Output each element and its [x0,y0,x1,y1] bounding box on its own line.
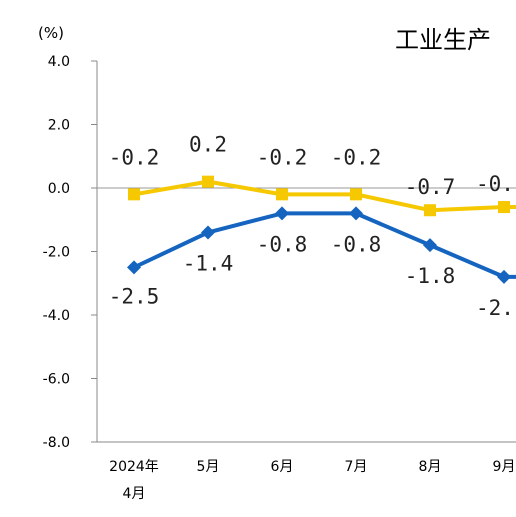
data-point [128,188,140,201]
data-label: -2. [476,296,514,320]
data-point [127,260,141,275]
data-point [275,206,289,221]
data-label: -0.2 [109,145,160,169]
data-label: -0. [476,172,514,196]
data-label: -0.2 [331,145,382,169]
y-tick-label: -4.0 [43,308,70,324]
y-tick-label: 0.0 [48,181,70,197]
data-label: -0.7 [405,175,456,199]
data-label: -0.2 [257,145,308,169]
data-label: -1.8 [405,264,456,288]
data-point [349,206,363,221]
data-point [497,269,511,284]
y-tick-label: -2.0 [43,245,70,261]
series-layer: -0.2 0.2 -0.2 -0.2 -0.7 -0. -2.5 -1.4 -0.8 -0.8 -1… [109,133,516,320]
data-point [498,201,510,214]
x-tick-label: 8月 [419,459,442,475]
y-tick-label: -6.0 [43,372,70,388]
data-point [424,204,436,217]
data-point [423,238,437,253]
data-label: -2.5 [109,284,160,308]
data-point [350,188,362,201]
data-point [202,175,214,188]
series-2: -2.5 -1.4 -0.8 -0.8 -1.8 -2. [109,206,516,320]
data-point [276,188,288,201]
data-label: -1.4 [183,251,234,275]
y-tick-label: 2.0 [48,118,70,134]
y-axis-unit: (%) [38,24,64,42]
x-tick-label: 5月 [197,459,220,475]
x-tick-label: 2024年 [109,459,159,475]
series-1: -0.2 0.2 -0.2 -0.2 -0.7 -0. [109,133,516,217]
chart-title: 工业生产 [395,26,491,54]
y-axis-ticks: 4.0 2.0 0.0 -2.0 -4.0 -6.0 -8.0 [43,54,97,451]
data-label: 0.2 [189,133,227,157]
data-label: -0.8 [257,232,308,256]
x-tick-label: 9月 [493,459,516,475]
data-label: -0.8 [331,232,382,256]
x-tick-label: 6月 [271,459,294,475]
x-tick-label: 4月 [123,486,146,502]
y-tick-label: -8.0 [43,435,70,451]
x-tick-label: 7月 [345,459,368,475]
x-axis-ticks: 2024年 4月 5月 6月 7月 8月 9月 [109,459,515,502]
series-line [133,179,516,213]
y-tick-label: 4.0 [48,54,70,70]
data-point [201,225,215,240]
